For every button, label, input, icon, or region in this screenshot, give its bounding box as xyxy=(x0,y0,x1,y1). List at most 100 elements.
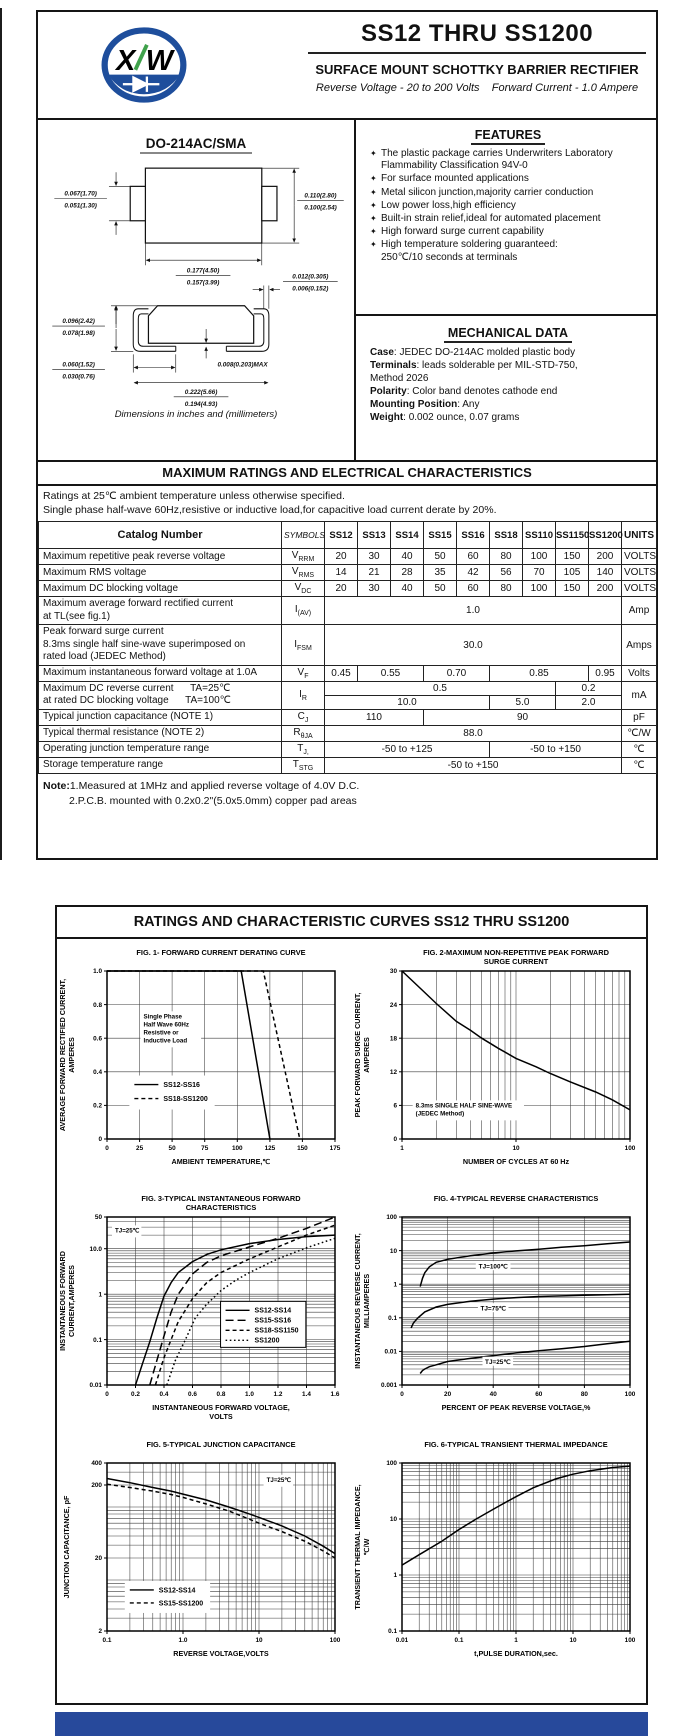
svg-text:Inductive Load: Inductive Load xyxy=(144,1037,188,1044)
diode-symbol-icon xyxy=(122,75,160,93)
svg-text:VOLTS: VOLTS xyxy=(210,1412,234,1421)
dim-body-height-mm: 0.100(2.54) xyxy=(304,205,337,212)
svg-text:80: 80 xyxy=(581,1391,589,1398)
svg-text:1.4: 1.4 xyxy=(302,1391,311,1398)
svg-text:FIG. 1- FORWARD CURRENT DERATI: FIG. 1- FORWARD CURRENT DERATING CURVE xyxy=(137,948,306,957)
svg-text:0.8: 0.8 xyxy=(217,1391,226,1398)
svg-text:1: 1 xyxy=(393,1572,397,1579)
table-row: Storage temperature range TSTG -50 to +1… xyxy=(38,756,657,774)
svg-text:18: 18 xyxy=(390,1035,398,1042)
dim-overall-width-mm: 0.194(4.93) xyxy=(185,401,218,408)
svg-text:0: 0 xyxy=(400,1391,404,1398)
dim-foot-length-mm: 0.030(0.76) xyxy=(62,374,95,381)
bullet-icon: ✦ xyxy=(370,149,377,158)
svg-text:50: 50 xyxy=(169,1145,177,1152)
svg-text:0.1: 0.1 xyxy=(388,1628,397,1635)
mech-weight: Weight: 0.002 ounce, 0.07 grams xyxy=(370,412,520,423)
table-header-row: Catalog Number SYMBOLS SS12 SS13 SS14 SS… xyxy=(38,521,657,550)
right-column: FEATURES ✦ The plastic package carries Un… xyxy=(356,120,656,460)
svg-text:Single Phase: Single Phase xyxy=(144,1013,183,1020)
dim-overall-width-in: 0.222(5.66) xyxy=(185,389,218,396)
svg-text:t,PULSE DURATION,sec.: t,PULSE DURATION,sec. xyxy=(474,1649,558,1658)
svg-text:100: 100 xyxy=(386,1460,397,1467)
svg-text:INSTANTANEOUS FORWARD VOLTAGE,: INSTANTANEOUS FORWARD VOLTAGE, xyxy=(153,1403,291,1412)
list-item: ✦ The plastic package carries Underwriter… xyxy=(370,148,613,172)
list-item: ✦ For surface mounted applications xyxy=(370,173,529,185)
dim-body-height-in: 0.110(2.80) xyxy=(304,192,336,199)
svg-text:1: 1 xyxy=(400,1145,404,1152)
svg-text:0.4: 0.4 xyxy=(160,1391,169,1398)
bullet-icon: ✦ xyxy=(370,240,377,250)
svg-text:SS15-SS1200: SS15-SS1200 xyxy=(159,1600,203,1607)
svg-text:JUNCTION CAPACITANCE, pF: JUNCTION CAPACITANCE, pF xyxy=(62,1495,71,1598)
svg-text:SS12-SS16: SS12-SS16 xyxy=(164,1082,201,1089)
subtitle: SURFACE MOUNT SCHOTTKY BARRIER RECTIFIER xyxy=(315,62,639,77)
list-item: ✦ High forward surge current capability xyxy=(370,226,544,238)
table-row: Typical junction capacitance (NOTE 1) CJ… xyxy=(38,708,657,726)
fig3-instantaneous-forward-characteristics-chart: 0 0.2 0.4 0.6 0.8 1.0 1.2 1.4 1.6 0.01 0.1 1 10.0 50 F… xyxy=(58,1194,340,1421)
drawing-caption: Dimensions in inches and (millimeters) xyxy=(114,409,278,420)
dim-body-width-in: 0.177(4.50) xyxy=(187,267,220,274)
svg-text:1.0: 1.0 xyxy=(179,1637,188,1644)
svg-text:FIG. 5-TYPICAL JUNCTION CAPACI: FIG. 5-TYPICAL JUNCTION CAPACITANCE xyxy=(147,1440,296,1449)
svg-text:1: 1 xyxy=(514,1637,518,1644)
svg-text:0: 0 xyxy=(105,1145,109,1152)
svg-text:1.0: 1.0 xyxy=(93,968,102,975)
tagline: Reverse Voltage - 20 to 200 Volts Forwar… xyxy=(315,82,639,94)
svg-text:1.2: 1.2 xyxy=(274,1391,283,1398)
table-row: Peak forward surge current 8.3ms single … xyxy=(38,624,657,666)
svg-text:20: 20 xyxy=(444,1391,452,1398)
svg-text:12: 12 xyxy=(390,1069,398,1076)
mech-terminals: Terminals: leads solderable per MIL-STD-… xyxy=(370,360,578,371)
svg-text:0.01: 0.01 xyxy=(384,1349,397,1356)
scan-edge-line xyxy=(0,8,2,860)
svg-text:10: 10 xyxy=(390,1516,398,1523)
svg-text:0.6: 0.6 xyxy=(93,1035,102,1042)
svg-text:100: 100 xyxy=(330,1637,341,1644)
dim-body-width-mm: 0.157(3.99) xyxy=(187,280,220,287)
svg-text:0: 0 xyxy=(99,1136,103,1143)
svg-text:TJ=75℃: TJ=75℃ xyxy=(480,1306,505,1313)
svg-text:125: 125 xyxy=(265,1145,276,1152)
svg-text:100: 100 xyxy=(624,1391,635,1398)
table-row: Maximum RMS voltage VRMS 14 21 28 35 42 56 70 1… xyxy=(38,564,657,582)
svg-text:10: 10 xyxy=(390,1248,398,1255)
svg-text:40: 40 xyxy=(489,1391,497,1398)
logo-letter-w: W xyxy=(146,45,176,77)
svg-text:INSTANTANEOUS FORWARD: INSTANTANEOUS FORWARD xyxy=(58,1251,67,1351)
svg-text:0: 0 xyxy=(393,1136,397,1143)
table-notes: Note:1.Measured at 1MHz and applied reve… xyxy=(38,774,656,809)
ratings-section-heading: MAXIMUM RATINGS AND ELECTRICAL CHARACTER… xyxy=(38,462,656,486)
ratings-table: Catalog Number SYMBOLS SS12 SS13 SS14 SS… xyxy=(38,521,657,774)
svg-text:INSTANTANEOUS REVERSE CURRENT,: INSTANTANEOUS REVERSE CURRENT, xyxy=(353,1233,362,1369)
dim-standoff: 0.008(0.203)MAX xyxy=(217,361,268,368)
svg-text:SS12-SS14: SS12-SS14 xyxy=(159,1587,196,1594)
svg-text:SS12-SS14: SS12-SS14 xyxy=(255,1308,292,1315)
fig4-typical-reverse-characteristics-chart: 0 20 40 60 80 100 0.001 0.01 0.1 1 10 100 FIG. 4-TYP… xyxy=(353,1194,636,1412)
svg-text:℃/W: ℃/W xyxy=(362,1538,371,1555)
upper-columns: DO-214AC/SMA xyxy=(38,120,656,462)
features-heading: FEATURES xyxy=(370,128,646,145)
logo-icon: X W xyxy=(101,27,187,103)
bullet-icon: ✦ xyxy=(370,227,377,237)
svg-text:FIG. 4-TYPICAL REVERSE CHARACT: FIG. 4-TYPICAL REVERSE CHARACTERISTICS xyxy=(433,1194,598,1203)
mech-terminals-2: Method 2026 xyxy=(370,373,429,384)
svg-text:8.3ms SINGLE HALF SINE-WAVE: 8.3ms SINGLE HALF SINE-WAVE xyxy=(415,1102,512,1109)
svg-text:SS18-SS1150: SS18-SS1150 xyxy=(255,1328,299,1335)
dim-height-in: 0.096(2.42) xyxy=(62,318,95,325)
svg-text:0.2: 0.2 xyxy=(131,1391,140,1398)
svg-text:TRANSIENT THERMAL IMPEDANCE,: TRANSIENT THERMAL IMPEDANCE, xyxy=(353,1484,362,1609)
dim-lead-thickness-mm: 0.006(0.152) xyxy=(292,286,328,293)
svg-text:1.6: 1.6 xyxy=(331,1391,340,1398)
table-row: Typical thermal resistance (NOTE 2) RθJA… xyxy=(38,724,657,742)
package-name: DO-214AC/SMA xyxy=(139,136,253,154)
page-1: X W SS12 THRU SS1200 SURFACE MOUNT SCHOT… xyxy=(36,10,658,860)
package-outline-drawing: 0.067(1.70) 0.051(1.30) 0.110(2.80) 0.10… xyxy=(52,167,344,408)
features-section: FEATURES ✦ The plastic package carries Un… xyxy=(356,120,656,316)
features-list: ✦ The plastic package carries Underwriter… xyxy=(370,148,646,264)
svg-text:175: 175 xyxy=(330,1145,341,1152)
table-row: Maximum average forward rectified curren… xyxy=(38,596,657,626)
svg-text:TJ=25℃: TJ=25℃ xyxy=(115,1227,140,1234)
svg-text:30: 30 xyxy=(390,968,398,975)
